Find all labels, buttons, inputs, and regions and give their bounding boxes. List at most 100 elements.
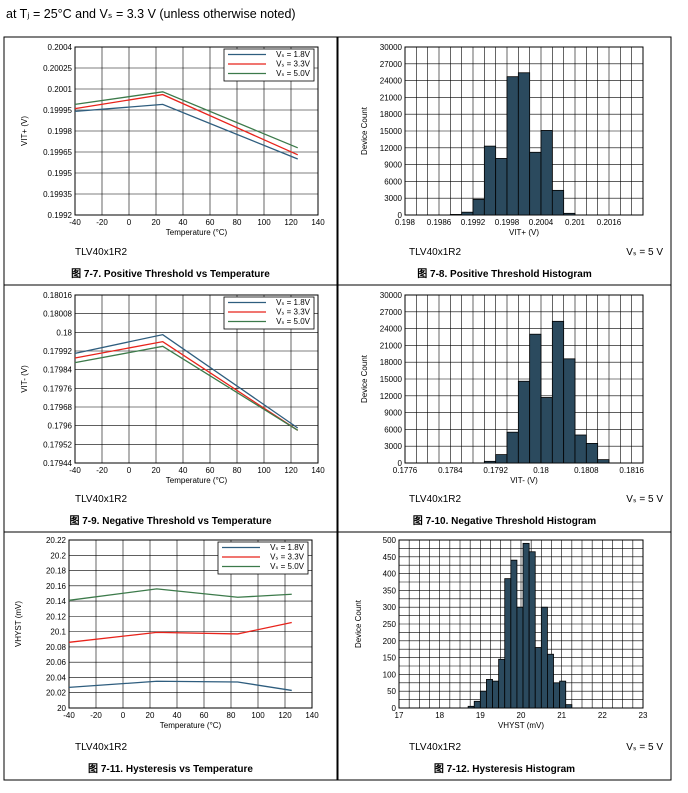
y-tick-label: 200 — [383, 637, 397, 646]
y-tick-label: 450 — [383, 553, 397, 562]
y-tick-label: 0.1995 — [48, 169, 73, 178]
y-axis-label: Device Count — [354, 599, 363, 648]
histogram-bar — [540, 397, 553, 464]
series-line — [68, 588, 292, 601]
y-axis-label: Device Count — [360, 354, 369, 403]
y-tick-label: 0.19965 — [43, 148, 72, 157]
x-tick-label: 120 — [278, 711, 292, 720]
figure-caption: 图 7-11. Hysteresis vs Temperature — [88, 763, 253, 775]
y-tick-label: 20.08 — [46, 643, 67, 652]
histogram-bar — [551, 320, 565, 464]
x-tick-label: -20 — [96, 218, 108, 227]
histogram-bar — [467, 705, 475, 709]
x-tick-label: 20 — [146, 711, 155, 720]
x-tick-label: 0.201 — [565, 218, 586, 227]
y-tick-label: 12000 — [380, 144, 403, 153]
y-tick-label: 30000 — [380, 43, 403, 52]
x-tick-label: 140 — [311, 218, 325, 227]
histogram-bar — [504, 578, 512, 709]
y-axis-label: Device Count — [360, 106, 369, 155]
y-tick-label: 20.04 — [46, 673, 67, 682]
y-tick-label: 0.17952 — [43, 440, 72, 449]
histogram-bar — [540, 130, 553, 216]
conditions-header: at Tⱼ = 25°C and Vₛ = 3.3 V (unless othe… — [6, 7, 296, 21]
y-tick-label: 20.18 — [46, 567, 67, 576]
y-tick-label: 0.17984 — [43, 366, 72, 375]
legend-label: Vₛ = 5.0V — [270, 562, 305, 571]
x-tick-label: -40 — [69, 466, 81, 475]
x-tick-label: 0.1816 — [619, 466, 644, 475]
legend-label: Vₛ = 3.3V — [270, 553, 305, 562]
histogram-bar — [498, 658, 506, 709]
histogram-bar — [506, 431, 519, 464]
figure-caption: 图 7-9. Negative Threshold vs Temperature — [69, 515, 272, 527]
legend-label: Vₛ = 3.3V — [276, 60, 311, 69]
legend-label: Vₛ = 1.8V — [276, 298, 311, 307]
histogram-bar — [585, 442, 599, 464]
y-tick-label: 21000 — [380, 341, 403, 350]
y-tick-label: 15000 — [380, 375, 403, 384]
x-tick-label: 0.1998 — [495, 218, 520, 227]
histogram-bar — [516, 606, 524, 709]
histogram-bar — [486, 679, 493, 709]
y-tick-label: 0.1796 — [48, 422, 73, 431]
y-tick-label: 20.16 — [46, 582, 67, 591]
x-tick-label: 20 — [152, 466, 161, 475]
histogram-bar — [479, 690, 487, 709]
x-tick-label: 60 — [200, 711, 209, 720]
histogram-bar — [574, 434, 587, 464]
plot-frame — [74, 294, 319, 464]
legend-label: Vₛ = 5.0V — [276, 69, 311, 78]
histogram-bar — [483, 145, 497, 216]
histogram-bar — [510, 559, 518, 709]
x-axis-label: Temperature (°C) — [160, 721, 222, 730]
chart-panel-4: 0.1776 0.1784 0.1792 0.18 0.1808 0.1816 0 3000 6… — [360, 291, 663, 527]
chart-panel-3: -40 -20 0 20 40 60 80 100 120 140 0.17944 0.17952 0.… — [20, 291, 325, 527]
legend-label: Vₛ = 1.8V — [276, 50, 311, 59]
legend-label: Vₛ = 1.8V — [270, 543, 305, 552]
y-tick-label: 0.1998 — [48, 127, 73, 136]
y-tick-label: 0.17992 — [43, 347, 72, 356]
part-number: TLV40x1R2 — [409, 494, 462, 505]
y-axis-label: VIT+ (V) — [20, 116, 29, 146]
y-tick-label: 0.18 — [56, 328, 72, 337]
y-tick-label: 20.22 — [46, 536, 67, 545]
histogram-bar — [529, 333, 542, 464]
x-tick-label: 0.1776 — [393, 466, 418, 475]
x-tick-label: 140 — [305, 711, 319, 720]
chart-panel-2: 0.198 0.1986 0.1992 0.1998 0.2004 0.201 0.2016… — [360, 43, 663, 280]
x-axis-label: VIT- (V) — [510, 476, 538, 485]
part-number: TLV40x1R2 — [409, 742, 462, 753]
x-tick-label: 0.198 — [395, 218, 416, 227]
y-tick-label: 6000 — [384, 177, 402, 186]
y-tick-label: 0.17944 — [43, 459, 72, 468]
histogram-bar — [553, 682, 561, 709]
histogram-bar — [559, 680, 567, 709]
x-tick-label: 40 — [179, 466, 188, 475]
x-tick-label: 20 — [517, 711, 526, 720]
x-tick-label: 0 — [127, 218, 132, 227]
histogram-bar — [473, 700, 481, 709]
x-tick-label: 60 — [206, 466, 215, 475]
x-tick-label: 0.2016 — [597, 218, 622, 227]
plot-frame — [74, 46, 319, 216]
x-tick-label: 0 — [121, 711, 126, 720]
histogram-bar — [517, 380, 531, 464]
histogram-bar — [449, 214, 463, 216]
histogram-bar — [540, 606, 548, 709]
series-line — [74, 103, 298, 160]
chart-panel-5: -40 -20 0 20 40 60 80 100 120 140 20 20.02 20.04 20.0… — [14, 536, 319, 775]
legend-label: Vₛ = 3.3V — [276, 308, 311, 317]
y-tick-label: 0.2004 — [48, 43, 73, 52]
x-tick-label: 0.1792 — [483, 466, 508, 475]
y-tick-label: 0 — [392, 704, 397, 713]
x-axis-label: VHYST (mV) — [498, 721, 544, 730]
y-tick-label: 0.17968 — [43, 403, 72, 412]
x-tick-label: 80 — [233, 218, 242, 227]
x-tick-label: 0.18 — [533, 466, 549, 475]
y-tick-label: 27000 — [380, 60, 403, 69]
figure-caption: 图 7-10. Negative Threshold Histogram — [413, 515, 596, 527]
x-tick-label: 40 — [179, 218, 188, 227]
histogram-bar — [506, 76, 519, 216]
x-tick-label: 20 — [152, 218, 161, 227]
